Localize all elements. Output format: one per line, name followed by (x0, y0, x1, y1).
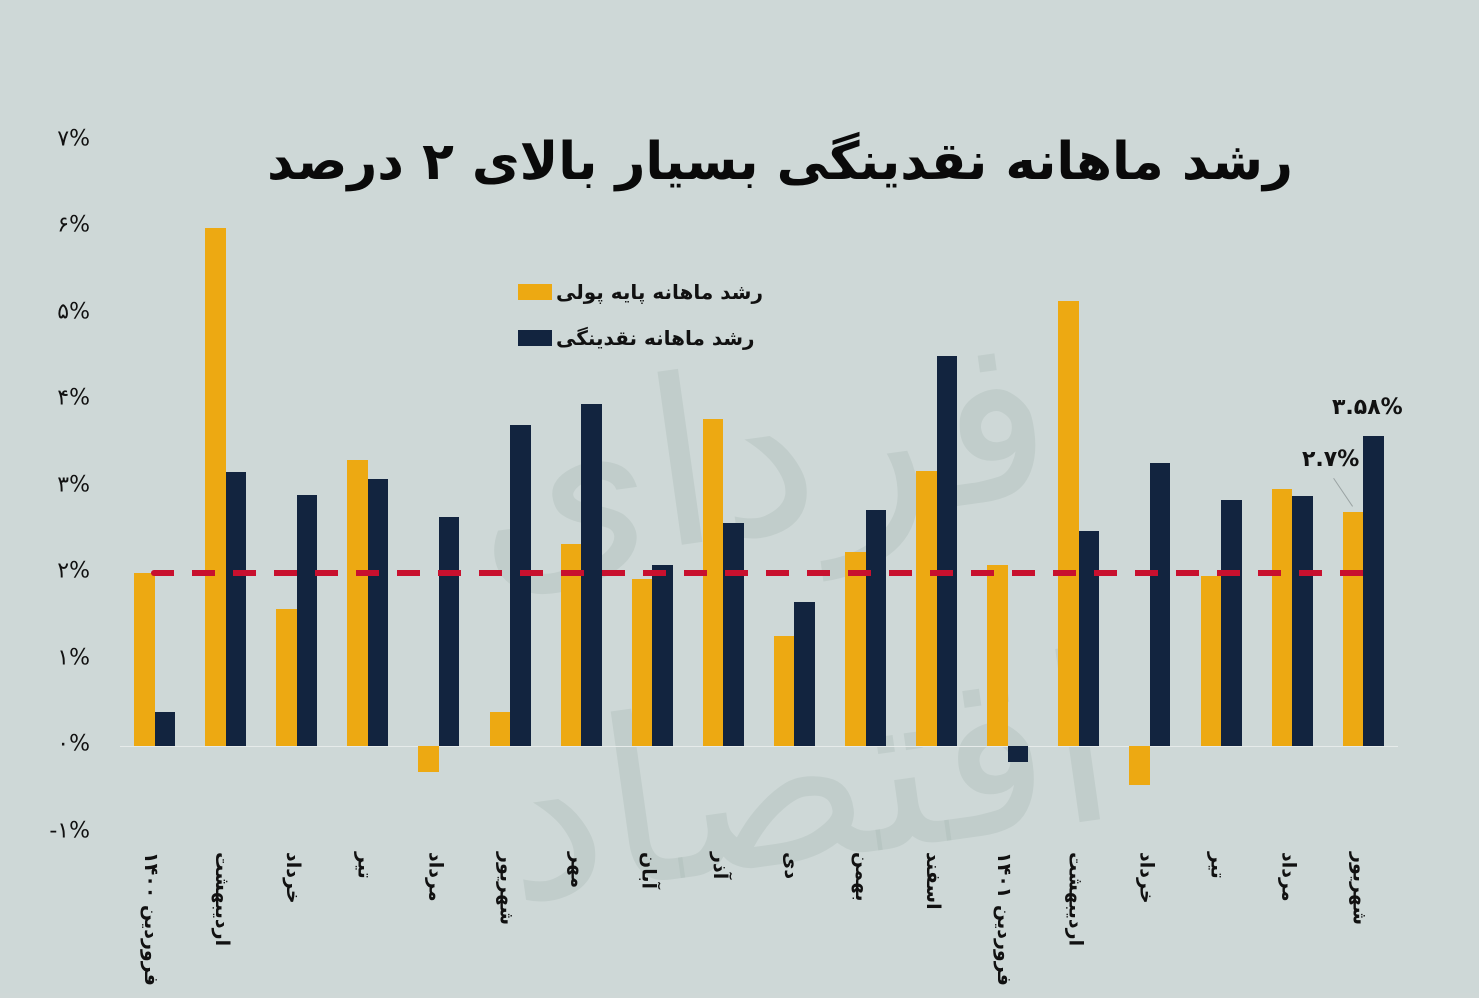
bar-monetary-base (631, 579, 653, 746)
bar-liquidity (1078, 530, 1100, 746)
x-tick-label: فروردین ۱۴۰۱ (993, 852, 1016, 986)
annotation-liquidity-value: ۳.۵۸% (1332, 395, 1403, 420)
bar-liquidity (438, 516, 460, 746)
bar-liquidity (367, 478, 389, 746)
y-tick-label: ۱% (57, 645, 90, 670)
bar-liquidity (1149, 463, 1171, 746)
legend: رشد ماهانه پایه پولی رشد ماهانه نقدینگی (518, 276, 763, 368)
x-tick-label: آذر (708, 852, 731, 880)
bar-liquidity (225, 471, 247, 746)
y-tick-label: ۴% (57, 385, 90, 411)
x-tick-label: بهمن (851, 852, 873, 902)
zero-baseline (120, 746, 1398, 747)
y-tick-label: ۶% (57, 212, 90, 238)
bar-liquidity (1363, 436, 1384, 746)
x-tick-label: تیر (1206, 852, 1229, 879)
annotation-leader-line (1333, 478, 1354, 507)
bar-liquidity (154, 712, 175, 746)
bar-monetary-base (1200, 575, 1221, 746)
bar-monetary-base (702, 419, 724, 746)
y-tick-label: ۳% (57, 472, 90, 497)
bar-liquidity (1292, 496, 1313, 746)
y-tick-label: ۲% (57, 558, 90, 584)
bar-liquidity (936, 355, 958, 746)
x-tick-label: مرداد (424, 852, 447, 902)
legend-label: رشد ماهانه نقدینگی (556, 326, 755, 350)
bar-monetary-base (1342, 512, 1364, 746)
bar-monetary-base (845, 552, 866, 746)
bar-monetary-base (987, 565, 1008, 746)
legend-label: رشد ماهانه پایه پولی (556, 280, 763, 304)
x-tick-label: شهریور (1348, 852, 1371, 926)
bar-liquidity (510, 425, 531, 746)
bar-monetary-base (773, 636, 795, 746)
bar-monetary-base (1058, 301, 1079, 746)
bar-liquidity (652, 565, 673, 746)
bar-liquidity (794, 602, 815, 746)
x-tick-label: اردیبهشت (211, 852, 234, 947)
legend-swatch-navy (518, 330, 552, 346)
x-tick-label: آبان (637, 852, 660, 889)
bar-monetary-base (205, 227, 226, 746)
x-tick-label: مهر (566, 852, 589, 889)
bar-liquidity (1221, 500, 1242, 746)
x-tick-label: تیر (353, 852, 376, 879)
legend-swatch-orange (518, 284, 552, 300)
bar-liquidity (296, 495, 318, 746)
bar-liquidity (865, 509, 886, 746)
legend-item-liquidity: رشد ماهانه نقدینگی (518, 322, 763, 354)
bar-monetary-base (916, 470, 937, 746)
bar-monetary-base (1271, 489, 1293, 746)
x-tick-label: خرداد (1135, 852, 1158, 904)
legend-item-monetary-base: رشد ماهانه پایه پولی (518, 276, 763, 308)
bar-liquidity (723, 522, 744, 746)
chart-title: رشد ماهانه نقدینگی بسیار بالای ۲ درصد (267, 132, 1294, 192)
bar-monetary-base (1129, 746, 1150, 785)
x-tick-label: شهریور (495, 852, 518, 926)
x-tick-label: مرداد (1277, 852, 1300, 902)
bar-monetary-base (560, 543, 582, 746)
y-tick-label: ۷% (57, 126, 90, 151)
x-tick-label: اردیبهشت (1064, 852, 1087, 947)
y-tick-label: ۰% (57, 731, 90, 757)
bar-liquidity (1007, 746, 1029, 763)
bar-monetary-base (418, 746, 439, 772)
y-tick-label: -۱% (49, 818, 90, 843)
bar-monetary-base (489, 712, 510, 746)
bar-monetary-base (276, 609, 297, 746)
x-tick-label: فروردین ۱۴۰۰ (140, 852, 162, 986)
x-tick-label: دی (779, 852, 802, 880)
x-tick-label: اسفند (922, 852, 945, 910)
x-tick-label: خرداد (282, 852, 305, 904)
reference-line-2-percent (151, 570, 1366, 576)
bar-monetary-base (347, 459, 368, 746)
annotation-base-value: ۲.۷% (1302, 447, 1360, 472)
y-tick-label: ۵% (57, 299, 90, 324)
bar-monetary-base (134, 573, 155, 746)
